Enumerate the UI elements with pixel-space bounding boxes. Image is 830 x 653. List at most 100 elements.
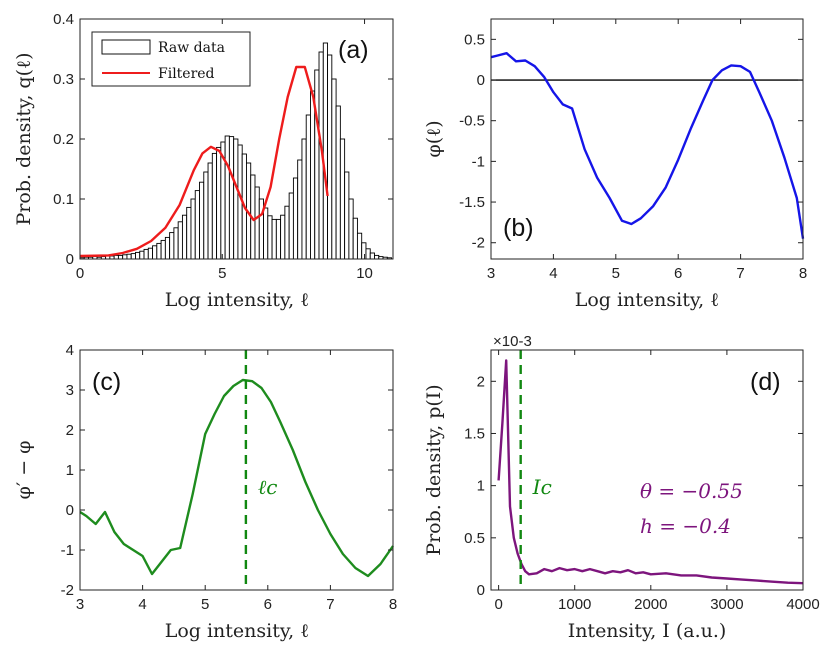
- histogram-bar: [374, 254, 380, 260]
- histogram-bar: [339, 138, 346, 260]
- panel-a: 0 5 10 0 0.1 0.2 0.3 0.4 Log intensity, ℓ Prob.…: [13, 11, 394, 311]
- panel-b-ticks: 3 4 5 6 7 8 0.5 0 -0.5 -1 -1.5 -2: [459, 19, 807, 282]
- panel-d-ticks: 0 1000 2000 3000 4000 0 0.5 1 1.5 2: [464, 350, 820, 613]
- panel-c-ticks: 3 4 5 6 7 8 4 3 2 1 0 -1 -2: [61, 342, 398, 613]
- x-tick-label: 5: [612, 265, 620, 282]
- histogram-bar: [356, 232, 363, 260]
- panel-a-ylabel: Prob. density, q(ℓ): [13, 52, 35, 225]
- panel-d-axes-frame: [490, 349, 804, 591]
- histogram-bar: [348, 198, 354, 260]
- x-tick-label: 5: [218, 265, 226, 282]
- panel-d-label: (d): [750, 368, 781, 396]
- histogram-bar: [352, 217, 358, 260]
- histogram-bar: [177, 221, 183, 260]
- histogram-bar: [305, 114, 311, 260]
- y-tick-label: -0.5: [459, 113, 485, 130]
- y-tick-label: -2: [61, 582, 74, 599]
- y-tick-label: 0.4: [53, 11, 74, 28]
- x-tick-label: 2000: [634, 596, 667, 613]
- x-tick-label: 3000: [710, 596, 743, 613]
- histogram-bar: [186, 206, 192, 260]
- x-tick-label: 6: [674, 265, 682, 282]
- histogram-bar: [331, 78, 337, 260]
- y-tick-label: 0.5: [464, 31, 485, 48]
- y-tick-label: 3: [66, 382, 74, 399]
- panel-b-plot-area: [490, 52, 805, 239]
- histogram-bar: [267, 215, 273, 260]
- panel-a-label: (a): [338, 36, 369, 64]
- histogram-bar: [130, 253, 136, 260]
- critical-intensity-label: Ic: [532, 475, 552, 499]
- panel-a-ticks: 0 5 10 0 0.1 0.2 0.3 0.4: [53, 11, 393, 282]
- histogram-bar: [113, 254, 119, 260]
- x-tick-label: 5: [201, 596, 209, 613]
- histogram-bar: [139, 250, 145, 260]
- histogram-bar: [152, 245, 158, 260]
- panel-d-y-multiplier: ×10-3: [493, 333, 532, 350]
- y-tick-label: 1: [477, 478, 485, 495]
- panel-d: 0 1000 2000 3000 4000 0 0.5 1 1.5 2 Intensity, I …: [423, 333, 820, 642]
- y-tick-label: 0: [66, 251, 74, 268]
- histogram-bar: [280, 214, 286, 260]
- histogram-bar: [207, 162, 213, 260]
- panel-b-label: (b): [503, 214, 534, 242]
- y-tick-label: 2: [477, 373, 485, 390]
- histogram-bar: [310, 90, 316, 260]
- histogram-bar: [233, 138, 239, 260]
- x-tick-label: 3: [76, 596, 84, 613]
- panel-b-ylabel: φ(ℓ): [423, 120, 445, 157]
- panel-c-label: (c): [92, 368, 121, 396]
- x-tick-label: 0: [494, 596, 502, 613]
- histogram-bar: [173, 227, 179, 260]
- histogram-bar: [224, 135, 230, 260]
- x-tick-label: 0: [76, 265, 84, 282]
- histogram-bar: [199, 181, 205, 260]
- histogram-bar: [147, 247, 154, 260]
- histogram-bar: [263, 207, 269, 260]
- histogram-bar: [203, 171, 209, 260]
- histogram-bar: [288, 192, 294, 260]
- histogram-bar: [369, 252, 375, 260]
- x-tick-label: 3: [487, 265, 495, 282]
- histogram-bar: [344, 171, 350, 260]
- y-tick-label: 0.1: [53, 191, 74, 208]
- panel-c-ylabel: φ′ − φ: [13, 441, 35, 500]
- legend-label-raw-data: Raw data: [158, 40, 225, 56]
- histogram-bar: [254, 186, 260, 260]
- histogram-bar: [190, 198, 196, 260]
- histogram-bar: [228, 136, 235, 260]
- panel-d-plot-area: [497, 350, 804, 590]
- histogram-bar: [135, 251, 141, 260]
- series-line-a-1: [79, 65, 329, 258]
- y-tick-label: 0.5: [464, 530, 485, 547]
- panel-b: 3 4 5 6 7 80.50-0.5-1-1.5-2 Log intensity, ℓ …: [423, 18, 807, 311]
- panel-b-axes-frame: [490, 18, 804, 260]
- panel-c-axes-frame: [79, 349, 394, 591]
- legend-label-filtered: Filtered: [158, 66, 215, 82]
- critical-log-intensity-label: ℓc: [258, 475, 278, 499]
- theta-annotation: θ = −0.55: [640, 479, 743, 503]
- panel-b-xlabel: Log intensity, ℓ: [575, 289, 720, 311]
- histogram-bar: [314, 69, 320, 260]
- histogram-bar: [181, 214, 188, 260]
- histogram-bar: [361, 242, 367, 260]
- panel-a-xlabel: Log intensity, ℓ: [165, 289, 310, 311]
- histogram-bar: [143, 248, 149, 260]
- y-tick-label: 1: [66, 462, 74, 479]
- x-tick-label: 8: [389, 596, 397, 613]
- histogram-bar: [271, 218, 277, 260]
- x-tick-label: 4: [138, 596, 146, 613]
- y-tick-label: 0.2: [53, 131, 74, 148]
- histogram-bar: [292, 177, 299, 260]
- histogram-bar: [216, 146, 222, 260]
- y-tick-label: 0: [66, 502, 74, 519]
- x-tick-label: 4000: [786, 596, 819, 613]
- histogram-bar: [297, 159, 303, 260]
- series-line-b-0: [490, 52, 805, 239]
- histogram-bar: [327, 54, 333, 260]
- panel-a-legend: Raw data Filtered: [91, 31, 251, 87]
- x-tick-label: 1000: [558, 596, 591, 613]
- panel-d-xlabel: Intensity, I (a.u.): [568, 620, 727, 642]
- x-tick-label: 10: [356, 265, 373, 282]
